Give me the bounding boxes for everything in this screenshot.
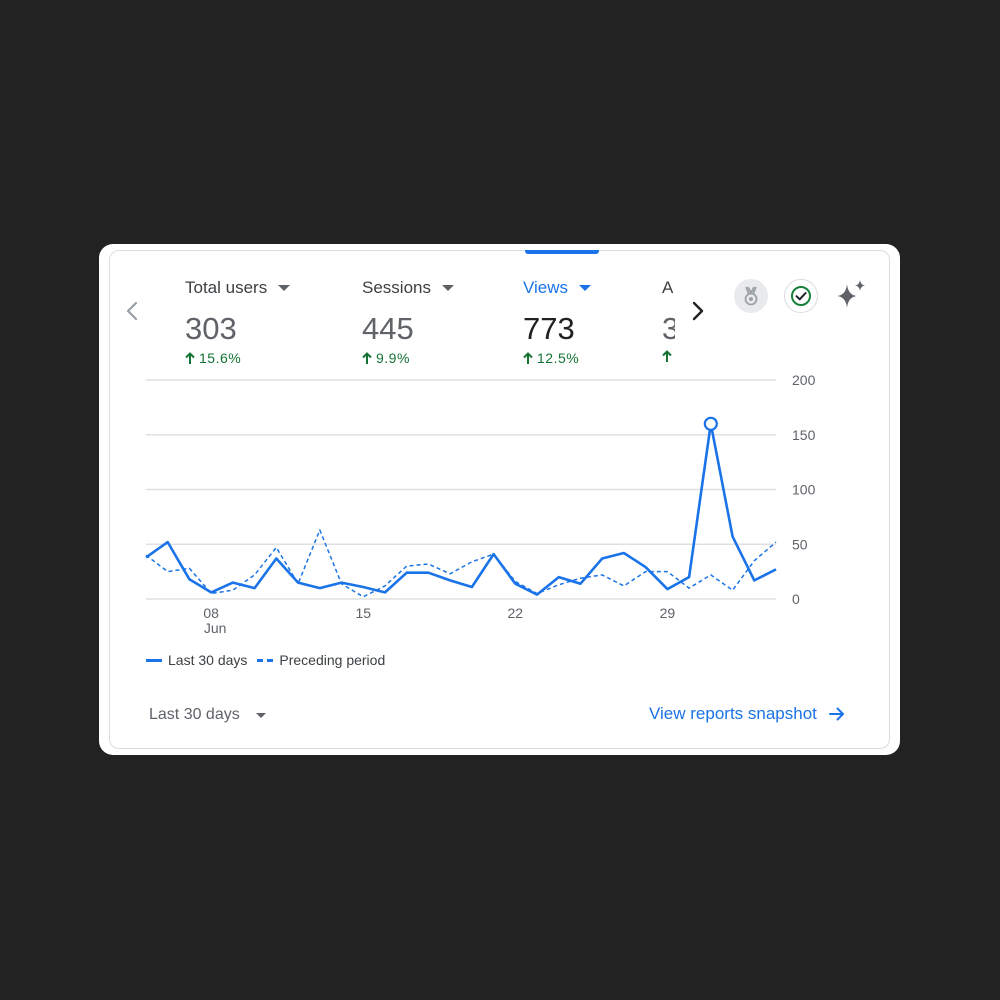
metric-change: 12.5% [523,350,673,366]
chevron-left-icon[interactable] [121,298,143,324]
metric-label: Total users [185,274,335,302]
metric-label: Sessions [362,274,512,302]
y-tick-label: 200 [792,372,816,388]
legend-label: Preceding period [279,652,386,668]
arrow-right-icon [828,707,844,721]
y-tick-label: 150 [792,427,816,443]
y-tick-label: 50 [792,536,808,552]
medal-icon[interactable] [734,279,768,313]
arrow-up-icon [185,351,195,364]
date-range-label: Last 30 days [149,706,240,723]
arrow-up-icon [362,351,372,364]
metric-title: Total users [185,278,268,297]
legend-item-last-30-days: Last 30 days [146,652,247,668]
check-circle-icon[interactable] [784,279,818,313]
card-inner [109,250,890,749]
caret-down-icon [255,712,266,718]
metric-value: 445 [362,311,414,346]
metric-title: Views [523,278,569,297]
chart-legend: Last 30 days Preceding period [146,652,395,668]
metric-title: A [662,278,674,297]
caret-down-icon [579,285,592,291]
metric-label: Views [523,274,673,302]
metric-change-value: 15.6% [199,350,242,366]
y-tick-label: 100 [792,482,816,498]
metric-tab-truncated[interactable]: A 3 [662,274,675,363]
highlight-point [703,416,718,431]
caret-down-icon [278,285,291,291]
metric-change [662,350,675,363]
metric-tabs: Total users 303 15.6% Sessions 445 9.9% … [185,274,675,374]
legend-label: Last 30 days [168,652,248,668]
caret-down-icon [441,285,454,291]
y-tick-label: 0 [792,591,800,607]
active-tab-indicator [525,250,599,254]
series-line-last-30-days [145,422,777,596]
series-line-preceding-period [145,529,777,598]
metric-label: A [662,274,675,302]
x-tick-label: 22 [508,605,524,621]
metric-change-value: 9.9% [376,350,410,366]
legend-dashed-swatch [257,658,274,662]
x-tick-label: 29 [660,605,676,621]
legend-solid-swatch [146,658,162,662]
metric-tab-sessions[interactable]: Sessions 445 9.9% [362,274,512,366]
metric-change: 15.6% [185,350,335,366]
metric-change: 9.9% [362,350,512,366]
x-tick-label: 15 [355,605,371,621]
arrow-up-icon [662,350,672,362]
chevron-right-icon[interactable] [687,298,709,324]
date-range-dropdown[interactable]: Last 30 days [149,706,266,724]
metric-change-value: 12.5% [537,350,580,366]
legend-item-preceding-period: Preceding period [257,652,385,668]
x-tick-sublabel: Jun [204,620,227,636]
view-link-label: View reports snapshot [649,704,817,723]
x-tick-label: 08 [203,605,219,621]
view-reports-snapshot-link[interactable]: View reports snapshot [649,704,845,724]
metric-value: 303 [185,311,237,346]
metric-tab-views[interactable]: Views 773 12.5% [523,274,673,366]
arrow-up-icon [523,351,533,364]
metric-tab-total-users[interactable]: Total users 303 15.6% [185,274,335,366]
metric-value: 3 [662,311,675,346]
analytics-card: Total users 303 15.6% Sessions 445 9.9% … [99,244,900,755]
metric-title: Sessions [362,278,431,297]
metric-value: 773 [523,311,575,346]
sparkle-icon[interactable] [835,277,869,311]
